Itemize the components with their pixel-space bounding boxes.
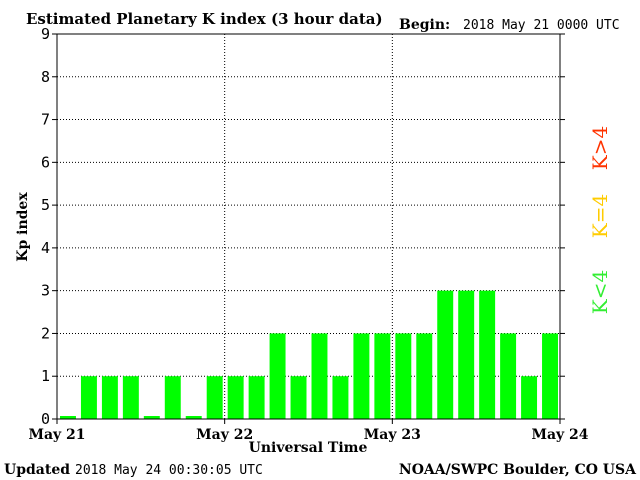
x-tick-label: May 22 [196,427,253,443]
kp-bar [437,290,454,419]
kp-bar [521,376,538,419]
y-tick-label: 3 [41,282,50,300]
kp-bar [269,333,286,419]
legend-k-less-4: K<4 [588,270,612,314]
y-tick-label: 8 [41,68,50,86]
kp-bar [353,333,370,419]
y-axis-ticks: 0 1 2 3 4 5 6 7 8 9 [41,25,565,428]
kp-bar [290,376,307,419]
begin-value: 2018 May 21 0000 UTC [463,18,620,33]
x-tick-label: May 23 [364,427,421,443]
plot-frame [56,33,561,420]
kp-bar [80,376,97,419]
y-tick-label: 5 [41,196,50,214]
legend-k-equal-4: K=4 [588,194,612,238]
kp-bar [374,333,391,419]
x-tick-label: May 21 [28,427,85,443]
y-tick-label: 1 [41,367,50,385]
y-tick-label: 6 [41,153,50,171]
kp-bar [542,333,558,419]
y-tick-label: 7 [41,111,50,129]
kp-bar [248,376,265,419]
y-tick-label: 4 [41,239,50,257]
kp-bar [122,376,139,419]
kp-bar [332,376,349,419]
x-axis-label: Universal Time [249,440,368,456]
legend-k-greater-4: K>4 [588,126,612,170]
kp-bar [458,290,475,419]
kp-bar [206,376,223,419]
kp-bar [395,333,412,419]
y-tick-label: 0 [41,410,50,428]
updated-value: 2018 May 24 00:30:05 UTC [75,463,263,478]
y-tick-label: 2 [41,324,50,342]
kp-bar [60,416,76,419]
x-axis-ticks: May 21 May 22 May 23 May 24 [28,419,589,443]
kp-bar [143,416,160,419]
updated-label: Updated [4,462,70,478]
bars [60,290,558,419]
kp-bar [311,333,328,419]
kp-bar [500,333,517,419]
y-axis-label: Kp index [15,192,31,262]
x-tick-label: May 24 [531,427,588,443]
y-tick-label: 9 [41,25,50,43]
kp-bar [416,333,433,419]
kp-bar [101,376,118,419]
gridlines [57,34,560,419]
chart-title: Estimated Planetary K index (3 hour data… [26,10,383,28]
kp-bar [479,290,496,419]
source-credit: NOAA/SWPC Boulder, CO USA [399,462,637,478]
kp-bar [185,416,202,419]
begin-label: Begin: [399,17,450,33]
kp-bar [227,376,244,419]
kp-bar [164,376,181,419]
